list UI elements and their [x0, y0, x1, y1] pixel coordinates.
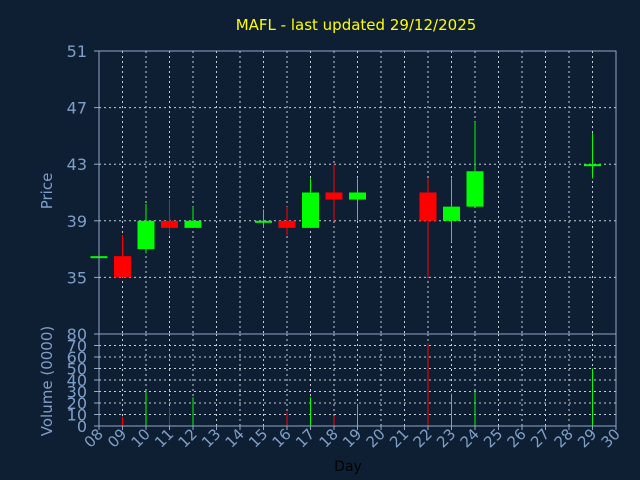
x-tick-label: 19: [339, 425, 365, 451]
candle-body: [584, 164, 601, 167]
candle-body: [419, 192, 437, 221]
x-tick-label: 14: [222, 425, 248, 451]
volume-tick-label: 80: [67, 325, 87, 344]
candle-body: [349, 192, 366, 200]
price-panel: 51 47 43 39 35: [67, 42, 617, 335]
x-tick-label: 27: [527, 425, 553, 451]
volume-tick-label: 60: [67, 348, 87, 367]
candle-body: [466, 171, 484, 207]
x-tick-label: 13: [198, 425, 224, 451]
x-tick-label: 25: [480, 425, 506, 451]
x-tick-label: 11: [151, 425, 177, 451]
candle-body: [325, 192, 343, 200]
candle-body: [278, 220, 296, 228]
x-tick-label: 22: [410, 425, 436, 451]
x-axis-label: Day: [334, 459, 362, 475]
x-tick-label: 26: [504, 425, 530, 451]
price-tick-label: 43: [67, 155, 87, 174]
x-tick-label: 23: [433, 425, 459, 451]
price-axis-label: Price: [38, 173, 56, 210]
candle-body: [184, 220, 202, 228]
candle-body: [161, 220, 178, 228]
x-tick-label: 10: [128, 425, 154, 451]
x-tick-label: 16: [269, 425, 295, 451]
x-axis: 0809101112131415161718192021222324252627…: [81, 425, 624, 451]
x-tick-label: 30: [598, 425, 624, 451]
volume-axis-label: Volume (0000): [38, 326, 56, 436]
x-tick-label: 21: [386, 425, 412, 451]
candle-body: [443, 206, 460, 221]
candle-body: [302, 192, 319, 228]
x-tick-label: 09: [104, 425, 130, 451]
price-tick-label: 35: [67, 268, 87, 287]
x-tick-label: 12: [175, 425, 201, 451]
volume-tick-label: 70: [67, 337, 87, 356]
volume-tick-label: 30: [67, 383, 87, 402]
x-tick-label: 17: [292, 425, 318, 451]
price-tick-label: 51: [67, 42, 87, 61]
x-tick-label: 20: [363, 425, 389, 451]
volume-tick-label: 40: [67, 371, 87, 390]
candle-body: [137, 220, 155, 250]
candle-body: [255, 220, 272, 223]
x-tick-label: 18: [316, 425, 342, 451]
x-tick-label: 29: [574, 425, 600, 451]
x-tick-label: 15: [245, 425, 271, 451]
chart-title: MAFL - last updated 29/12/2025: [236, 16, 477, 34]
volume-tick-label: 10: [67, 406, 87, 425]
x-tick-label: 28: [551, 425, 577, 451]
price-tick-label: 39: [67, 212, 87, 231]
volume-tick-label: 50: [67, 360, 87, 379]
x-tick-label: 24: [457, 425, 483, 451]
price-tick-label: 47: [67, 99, 87, 118]
volume-tick-label: 0: [77, 417, 87, 436]
volume-tick-label: 20: [67, 394, 87, 413]
candle-body: [114, 256, 131, 278]
